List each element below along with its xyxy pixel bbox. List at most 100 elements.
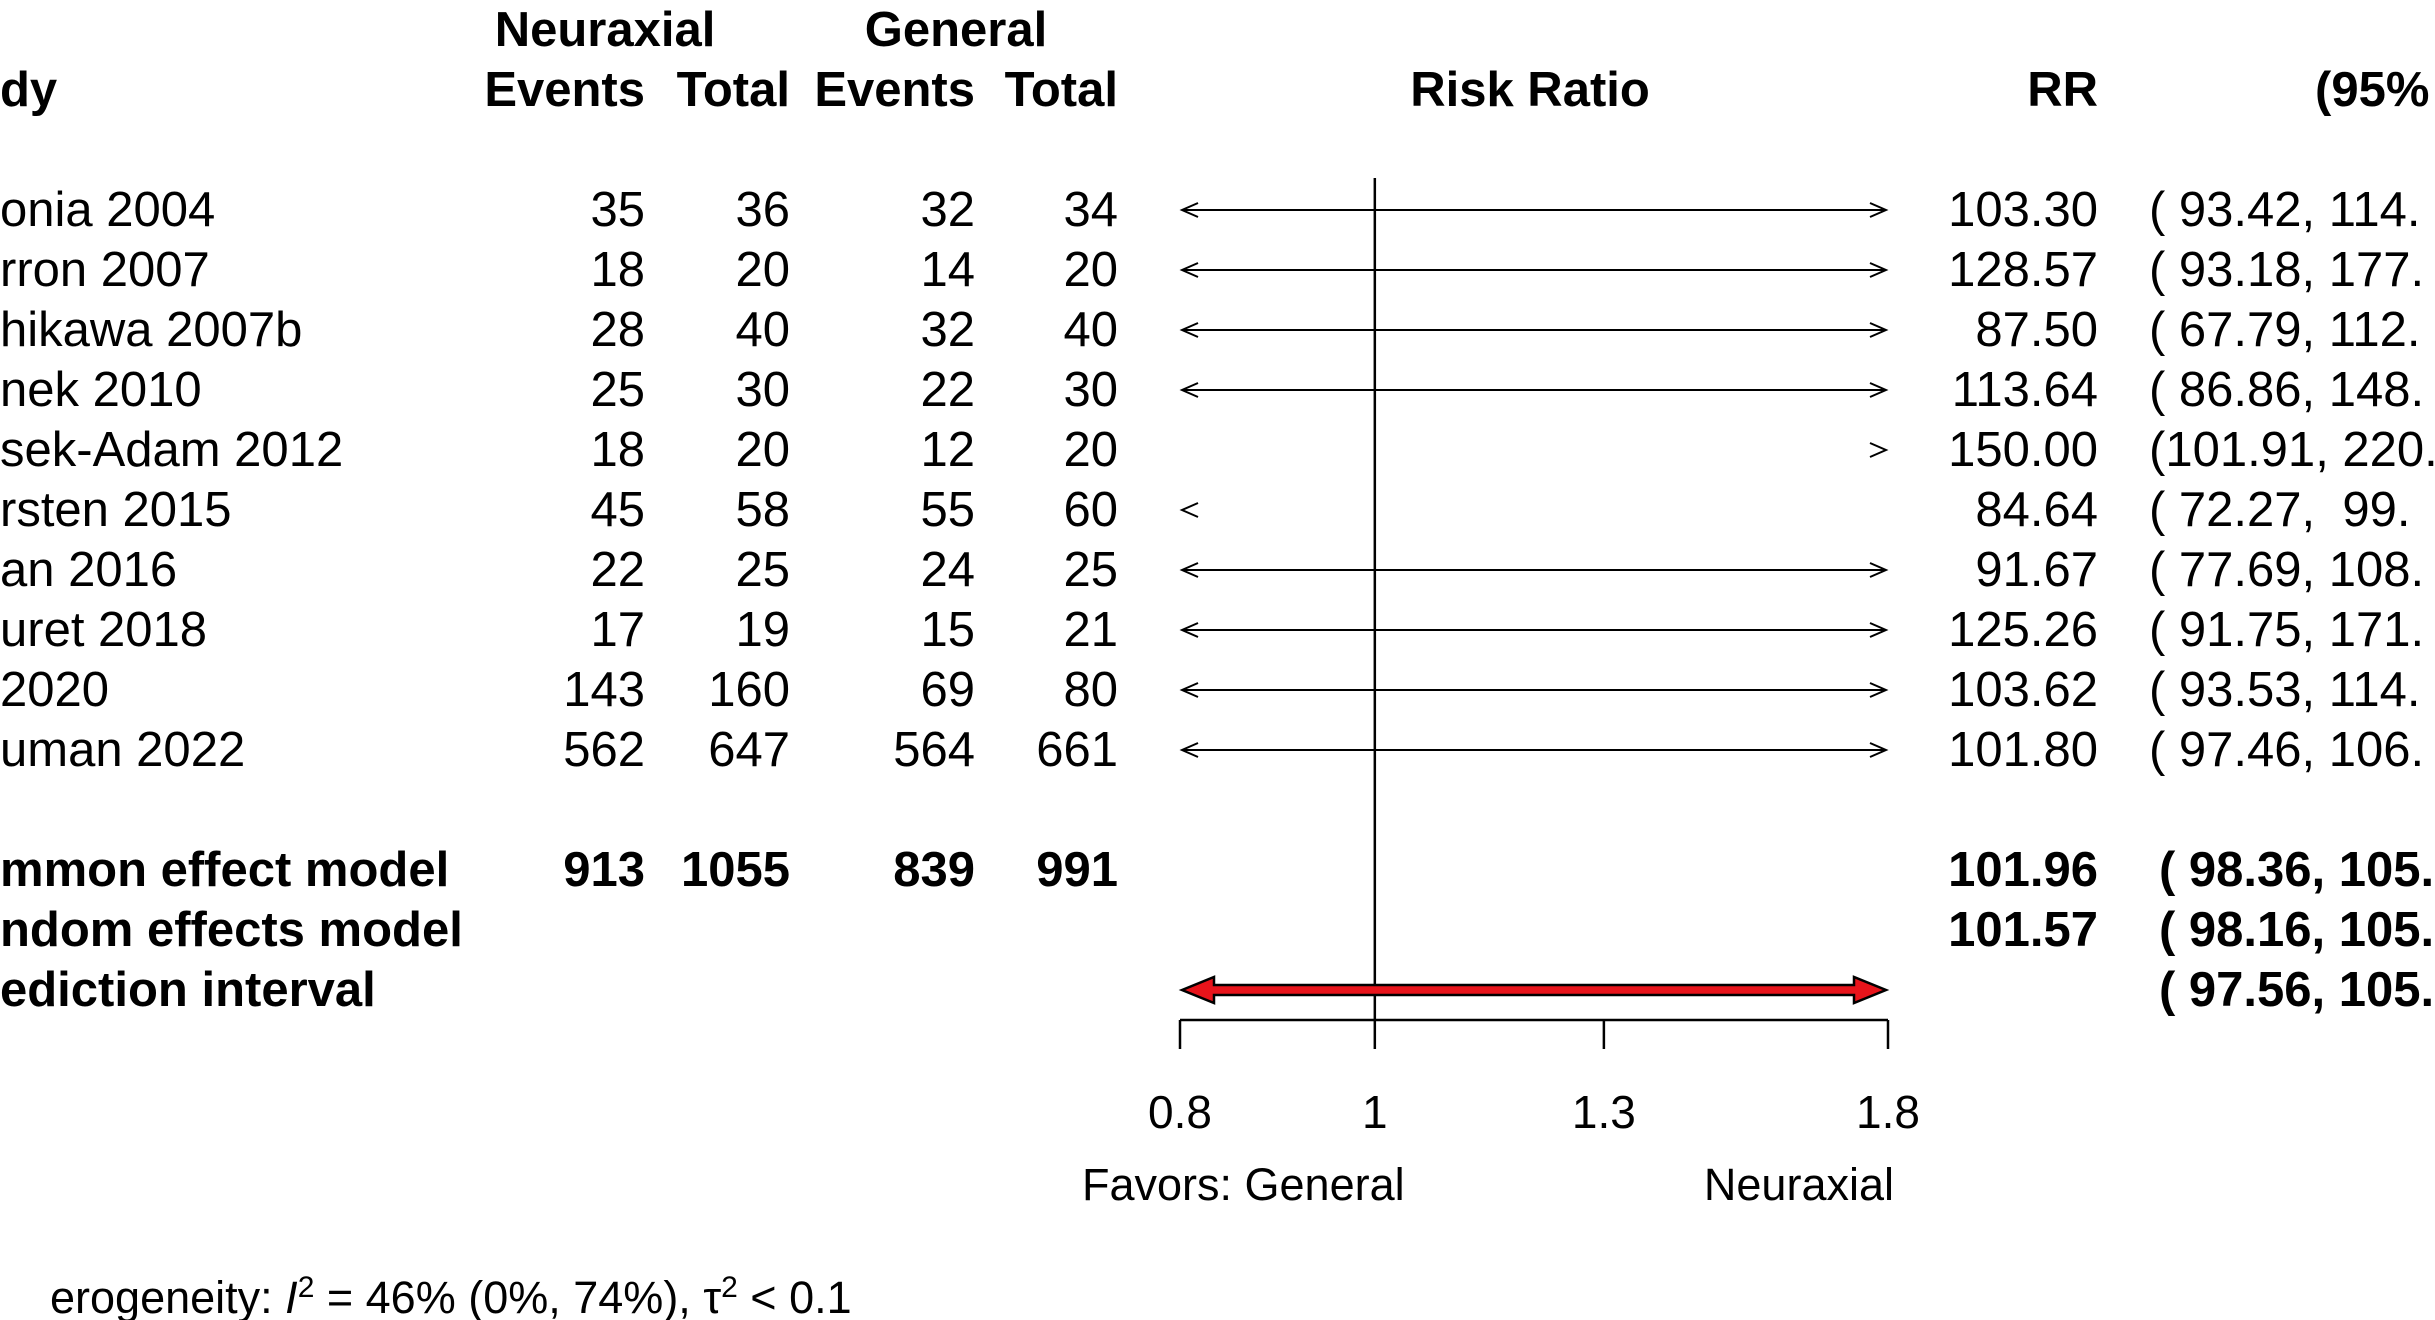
study-t2-5: 60 <box>1063 483 1118 537</box>
x-tick-label-3: 1.8 <box>1856 1086 1920 1138</box>
random-rr: 101.57 <box>1948 903 2098 957</box>
study-name-9: uman 2022 <box>0 723 246 777</box>
study-rr-2: 87.50 <box>1975 303 2098 357</box>
common-rr: 101.96 <box>1948 843 2098 897</box>
study-ci-5: ( 72.27, 99. <box>2149 483 2411 537</box>
study-rr-7: 125.26 <box>1948 603 2098 657</box>
study-e2-1: 14 <box>920 243 975 297</box>
study-e2-6: 24 <box>920 543 975 597</box>
i-squared-symbol: I <box>285 1272 298 1320</box>
study-t1-8: 160 <box>708 663 790 717</box>
i-squared-sup: 2 <box>297 1271 315 1304</box>
study-e2-4: 12 <box>920 423 975 477</box>
left-arrow-5 <box>1179 502 1199 518</box>
study-e1-0: 35 <box>590 183 645 237</box>
study-t1-6: 25 <box>735 543 790 597</box>
study-t2-7: 21 <box>1063 603 1118 657</box>
right-arrow-3 <box>1869 382 1889 398</box>
study-rr-1: 128.57 <box>1948 243 2098 297</box>
header-study: dy <box>0 63 58 117</box>
study-t2-8: 80 <box>1063 663 1118 717</box>
study-rr-6: 91.67 <box>1975 543 2098 597</box>
study-e1-7: 17 <box>590 603 645 657</box>
prediction-ci: ( 97.56, 105. <box>2159 963 2435 1017</box>
study-ci-7: ( 91.75, 171. <box>2149 603 2425 657</box>
study-t2-1: 20 <box>1063 243 1118 297</box>
right-arrow-9 <box>1869 742 1889 758</box>
study-t1-3: 30 <box>735 363 790 417</box>
study-ci-6: ( 77.69, 108. <box>2149 543 2425 597</box>
right-arrow-2 <box>1869 322 1889 338</box>
right-arrow-4 <box>1869 442 1889 458</box>
left-arrow-3 <box>1179 382 1199 398</box>
study-e2-8: 69 <box>920 663 975 717</box>
left-arrow-6 <box>1179 562 1199 578</box>
header-rr: RR <box>2027 63 2098 117</box>
study-t2-6: 25 <box>1063 543 1118 597</box>
prediction-interval-label: ediction interval <box>0 963 376 1017</box>
right-arrow-6 <box>1869 562 1889 578</box>
study-rr-0: 103.30 <box>1948 183 2098 237</box>
x-tick-label-0: 0.8 <box>1148 1086 1212 1138</box>
study-rr-9: 101.80 <box>1948 723 2098 777</box>
study-e1-6: 22 <box>590 543 645 597</box>
study-e2-5: 55 <box>920 483 975 537</box>
right-arrow-7 <box>1869 622 1889 638</box>
heterogeneity-text: erogeneity: I2 = 46% (0%, 74%), τ2 < 0.1 <box>0 1228 852 1320</box>
study-e2-9: 564 <box>893 723 975 777</box>
study-t2-4: 20 <box>1063 423 1118 477</box>
study-name-7: uret 2018 <box>0 603 208 657</box>
study-ci-9: ( 97.46, 106. <box>2149 723 2425 777</box>
xlabel-right: Neuraxial <box>1703 1159 1894 1210</box>
study-rr-8: 103.62 <box>1948 663 2098 717</box>
common-t2: 991 <box>1036 843 1118 897</box>
left-arrow-8 <box>1179 682 1199 698</box>
study-name-2: hikawa 2007b <box>0 303 303 357</box>
study-e1-5: 45 <box>590 483 645 537</box>
study-t2-3: 30 <box>1063 363 1118 417</box>
header-plot: Risk Ratio <box>1410 63 1650 117</box>
right-arrow-8 <box>1869 682 1889 698</box>
left-arrow-9 <box>1179 742 1199 758</box>
header-events1: Events <box>484 63 645 117</box>
left-arrow-7 <box>1179 622 1199 638</box>
study-name-1: rron 2007 <box>0 243 210 297</box>
study-e1-2: 28 <box>590 303 645 357</box>
left-arrow-2 <box>1179 322 1199 338</box>
study-t2-2: 40 <box>1063 303 1118 357</box>
common-e2: 839 <box>893 843 975 897</box>
right-arrow-1 <box>1869 262 1889 278</box>
xlabel-left: Favors: General <box>1082 1159 1405 1210</box>
study-t1-9: 647 <box>708 723 790 777</box>
study-e1-8: 143 <box>563 663 645 717</box>
study-name-8: 2020 <box>0 663 110 717</box>
common-ci: ( 98.36, 105. <box>2159 843 2435 897</box>
header-group1: Neuraxial <box>494 3 716 57</box>
study-t1-0: 36 <box>735 183 790 237</box>
study-name-4: sek-Adam 2012 <box>0 423 344 477</box>
study-e1-1: 18 <box>590 243 645 297</box>
header-group2: General <box>864 3 1048 57</box>
study-name-0: onia 2004 <box>0 183 216 237</box>
study-e2-7: 15 <box>920 603 975 657</box>
study-t1-1: 20 <box>735 243 790 297</box>
study-t1-5: 58 <box>735 483 790 537</box>
header-events2: Events <box>814 63 975 117</box>
study-name-3: nek 2010 <box>0 363 202 417</box>
study-t1-4: 20 <box>735 423 790 477</box>
study-e1-9: 562 <box>563 723 645 777</box>
study-ci-1: ( 93.18, 177. <box>2149 243 2425 297</box>
random-ci: ( 98.16, 105. <box>2159 903 2435 957</box>
study-t2-9: 661 <box>1036 723 1118 777</box>
common-effect-label: mmon effect model <box>0 843 450 897</box>
header-total1: Total <box>676 63 790 117</box>
tau-squared-sup: 2 <box>721 1271 738 1304</box>
study-e1-3: 25 <box>590 363 645 417</box>
right-arrow-0 <box>1869 202 1889 218</box>
random-effects-label: ndom effects model <box>0 903 463 957</box>
study-ci-3: ( 86.86, 148. <box>2149 363 2425 417</box>
heterogeneity-end: < 0.1 <box>737 1272 852 1320</box>
common-t1: 1055 <box>680 843 790 897</box>
